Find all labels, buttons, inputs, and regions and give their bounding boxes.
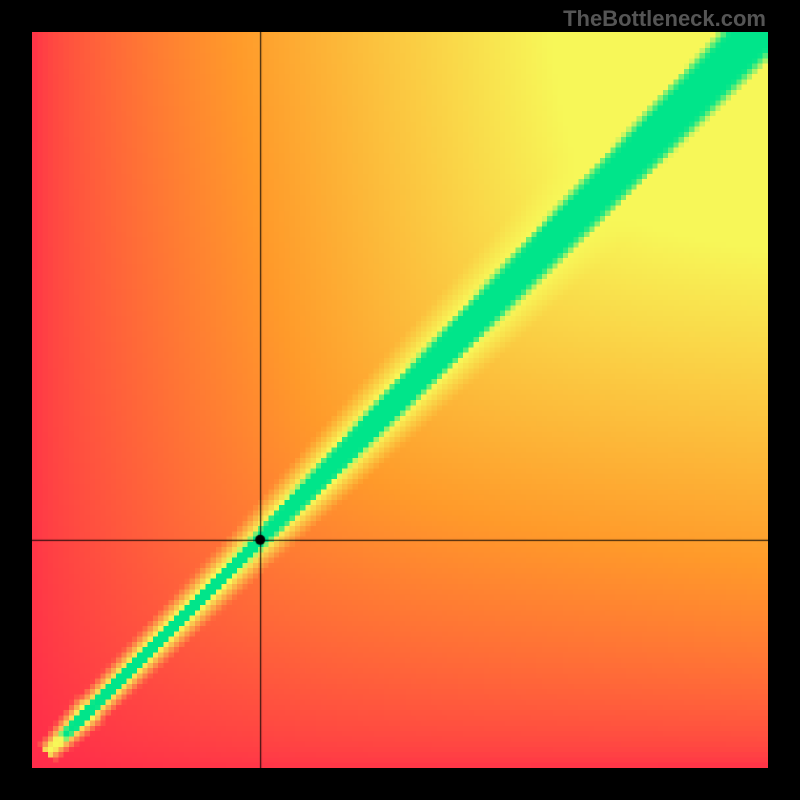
chart-container: TheBottleneck.com bbox=[0, 0, 800, 800]
crosshair-overlay bbox=[32, 32, 768, 768]
attribution-text: TheBottleneck.com bbox=[563, 6, 766, 32]
